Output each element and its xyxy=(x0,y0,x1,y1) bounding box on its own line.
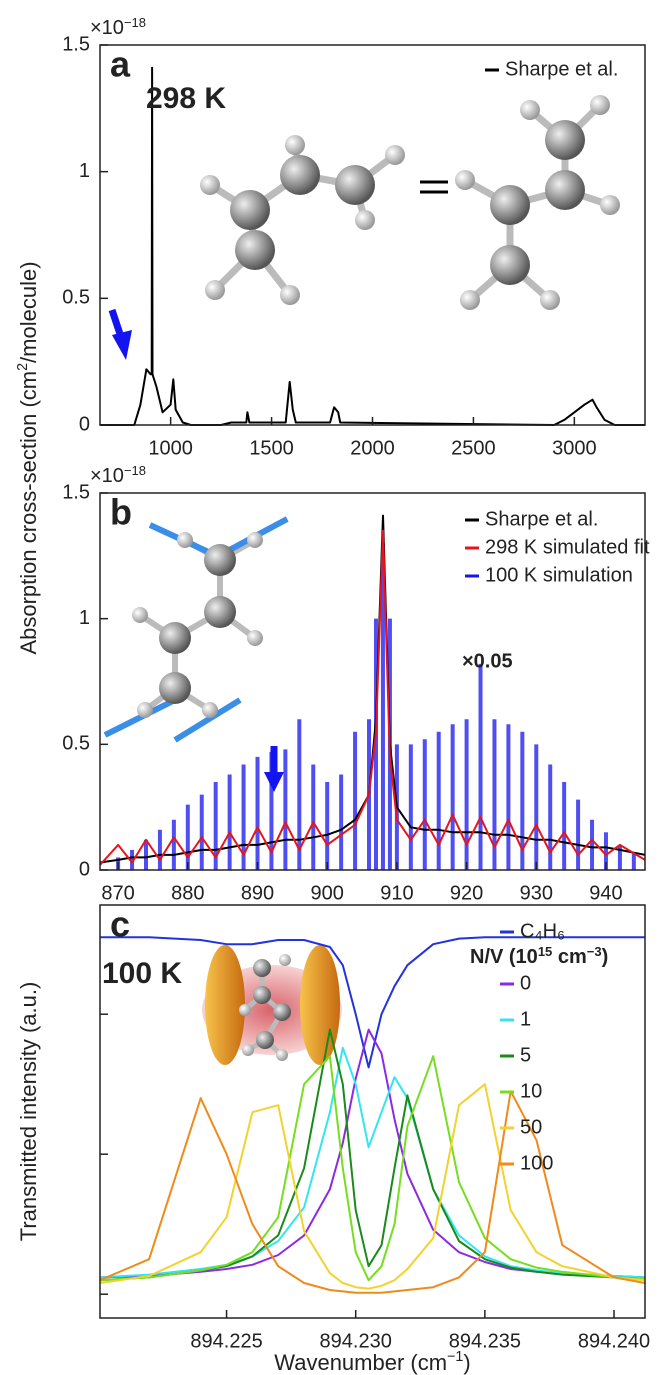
legend-label: C₄H₆ xyxy=(520,920,565,942)
legend-label: Sharpe et al. xyxy=(505,58,618,80)
axis-multiplier-part: ×10 xyxy=(90,17,124,39)
legend-label: 100 xyxy=(520,1152,553,1174)
legend-label: 298 K simulated fit xyxy=(485,536,650,558)
x-tick-label: 894.235 xyxy=(449,1330,521,1352)
series-line xyxy=(99,1055,646,1282)
axis-multiplier: ×10−18 xyxy=(90,463,146,488)
y-axis-label: Transmitted intensity (a.u.) xyxy=(16,982,41,1242)
x-axis-label-part: ) xyxy=(463,1350,470,1375)
panel-letter: c xyxy=(110,904,130,945)
arrow-a xyxy=(108,308,132,360)
legend-label: 50 xyxy=(520,1116,542,1138)
x-axis-label-sup: −1 xyxy=(447,1349,463,1365)
x-tick-label: 870 xyxy=(101,882,134,904)
plot-frame xyxy=(99,904,646,1319)
legend-label: 10 xyxy=(520,1080,542,1102)
legend-title-sup: 15 xyxy=(538,944,552,959)
x-tick-label: 920 xyxy=(450,882,483,904)
series-line xyxy=(100,66,645,426)
axis-multiplier-sup: −18 xyxy=(124,463,146,478)
series-line xyxy=(99,1028,646,1279)
molecule-a xyxy=(200,95,620,310)
panel-temperature: 298 K xyxy=(146,82,226,115)
x-axis-label: Wavenumber (cm−1) xyxy=(274,1349,470,1374)
annotation: ×0.05 xyxy=(462,650,513,672)
legend-title: N/V (1015 cm−3) xyxy=(470,944,608,969)
panel-letter: b xyxy=(110,492,132,533)
legend-label: Sharpe et al. xyxy=(485,508,598,530)
legend-label: 0 xyxy=(520,972,531,994)
y-tick-label: 1 xyxy=(79,607,90,629)
panel-temperature: 100 K xyxy=(102,957,182,990)
y-axis-label-part: Absorption cross-section (cm xyxy=(16,371,41,655)
series-line xyxy=(99,1090,646,1294)
y-tick-label: 0.5 xyxy=(62,287,90,309)
axis-multiplier-sup: −18 xyxy=(124,15,146,30)
x-tick-label: 900 xyxy=(311,882,344,904)
x-tick-label: 930 xyxy=(520,882,553,904)
x-tick-label: 2500 xyxy=(451,437,496,459)
series-line xyxy=(99,1028,646,1282)
plot-frame xyxy=(99,492,646,871)
x-tick-label: 910 xyxy=(380,882,413,904)
x-tick-label: 3000 xyxy=(552,437,597,459)
series-line xyxy=(99,1083,646,1290)
legend-title-part: N/V (10 xyxy=(470,946,538,968)
legend-title-part: cm xyxy=(552,946,586,968)
legend-label: 5 xyxy=(520,1044,531,1066)
y-axis-label-sup: 2 xyxy=(15,363,31,371)
cavity-illustration xyxy=(202,945,342,1065)
series-line xyxy=(99,529,646,866)
x-tick-label: 894.240 xyxy=(578,1330,650,1352)
axis-multiplier-part: ×10 xyxy=(90,465,124,487)
x-tick-label: 894.230 xyxy=(320,1330,392,1352)
axis-multiplier: ×10−18 xyxy=(90,15,146,40)
molecule-b xyxy=(103,516,289,743)
x-tick-label: 1500 xyxy=(249,437,294,459)
x-tick-label: 940 xyxy=(589,882,622,904)
series-line xyxy=(99,1046,646,1279)
y-tick-label: 0 xyxy=(79,413,90,435)
y-tick-label: 1.5 xyxy=(62,481,90,503)
y-tick-label: 0.5 xyxy=(62,733,90,755)
y-tick-label: 1.5 xyxy=(62,33,90,55)
x-axis-label-part: Wavenumber (cm xyxy=(274,1350,447,1375)
y-tick-label: 1 xyxy=(79,160,90,182)
legend-title-sup: −3 xyxy=(587,944,602,959)
panel-letter: a xyxy=(110,44,131,85)
y-axis-label-part: /molecule) xyxy=(16,261,41,362)
x-tick-label: 1000 xyxy=(148,437,193,459)
x-tick-label: 890 xyxy=(241,882,274,904)
x-tick-label: 880 xyxy=(171,882,204,904)
legend-label: 100 K simulation xyxy=(485,564,633,586)
arrow-b xyxy=(264,746,284,792)
x-tick-label: 2000 xyxy=(350,437,395,459)
y-tick-label: 0 xyxy=(79,858,90,880)
x-tick-label: 894.225 xyxy=(190,1330,262,1352)
legend-label: 1 xyxy=(520,1008,531,1030)
legend-title-part: ) xyxy=(602,946,609,968)
y-axis-label: Absorption cross-section (cm2/molecule) xyxy=(15,261,40,654)
